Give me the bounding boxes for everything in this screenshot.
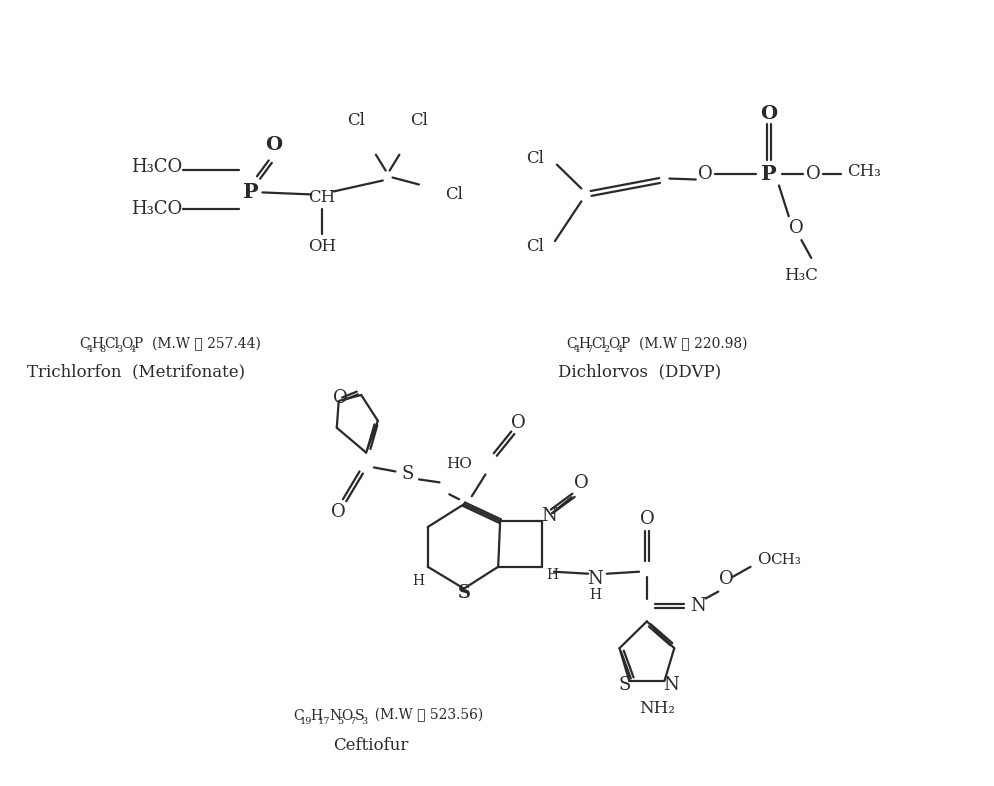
Text: O: O: [342, 709, 353, 722]
Text: Dichlorvos  (DDVP): Dichlorvos (DDVP): [559, 364, 722, 380]
Text: O: O: [265, 136, 282, 154]
Text: O: O: [789, 219, 804, 237]
Text: O: O: [806, 164, 821, 182]
Text: P: P: [761, 163, 777, 184]
Text: 2: 2: [603, 345, 610, 354]
Text: P  (M.W ： 220.98): P (M.W ： 220.98): [621, 337, 747, 351]
Text: S: S: [457, 583, 470, 601]
Text: Cl: Cl: [445, 186, 463, 203]
Text: N: N: [587, 570, 603, 588]
Text: H: H: [91, 337, 103, 351]
Text: CH: CH: [308, 189, 336, 206]
Text: S: S: [618, 676, 630, 694]
Text: CH₃: CH₃: [770, 553, 801, 567]
Text: Cl: Cl: [410, 112, 427, 130]
Text: Cl: Cl: [591, 337, 606, 351]
Text: O: O: [608, 337, 620, 351]
Text: H₃CO: H₃CO: [131, 158, 183, 175]
Text: O: O: [511, 413, 526, 432]
Text: O: O: [760, 105, 777, 123]
Text: 3: 3: [361, 717, 368, 725]
Text: H: H: [412, 574, 424, 588]
Text: 5: 5: [337, 717, 343, 725]
Text: P  (M.W ： 257.44): P (M.W ： 257.44): [134, 337, 261, 351]
Text: Cl: Cl: [527, 237, 545, 255]
Text: Cl: Cl: [347, 112, 365, 130]
Text: OH: OH: [308, 237, 336, 255]
Text: H: H: [579, 337, 590, 351]
Text: 7: 7: [586, 345, 592, 354]
Text: 4: 4: [616, 345, 623, 354]
Text: Ceftiofur: Ceftiofur: [333, 737, 409, 754]
Text: CH₃: CH₃: [847, 163, 881, 180]
Text: 7: 7: [350, 717, 356, 725]
Text: O: O: [121, 337, 133, 351]
Text: O: O: [333, 389, 348, 407]
Text: S: S: [401, 465, 414, 483]
Text: 3: 3: [116, 345, 123, 354]
Text: O: O: [574, 475, 588, 492]
Text: (M.W ： 523.56): (M.W ： 523.56): [366, 708, 483, 722]
Text: 4: 4: [129, 345, 135, 354]
Text: 4: 4: [86, 345, 92, 354]
Text: O: O: [698, 164, 713, 182]
Text: HO: HO: [446, 457, 472, 472]
Text: Cl: Cl: [527, 150, 545, 167]
Text: H: H: [589, 588, 601, 601]
Text: C: C: [293, 709, 303, 722]
Text: H: H: [546, 567, 558, 582]
Text: 17: 17: [318, 717, 331, 725]
Text: N: N: [329, 709, 341, 722]
Text: N: N: [541, 507, 557, 525]
Text: O: O: [757, 551, 771, 568]
Text: O: O: [639, 510, 654, 528]
Text: C: C: [567, 337, 578, 351]
Text: P: P: [243, 182, 258, 203]
Text: O: O: [331, 503, 346, 521]
Text: 4: 4: [574, 345, 580, 354]
Text: Cl: Cl: [104, 337, 119, 351]
Text: 8: 8: [99, 345, 105, 354]
Text: H₃C: H₃C: [784, 267, 818, 285]
Text: S: S: [355, 709, 364, 722]
Text: N: N: [663, 676, 679, 694]
Text: N: N: [690, 597, 706, 615]
Text: H: H: [310, 709, 322, 722]
Text: O: O: [719, 570, 734, 588]
Text: Trichlorfon  (Metrifonate): Trichlorfon (Metrifonate): [27, 364, 246, 380]
Text: NH₂: NH₂: [639, 700, 675, 718]
Text: H₃CO: H₃CO: [131, 200, 183, 219]
Text: C: C: [80, 337, 90, 351]
Text: 19: 19: [299, 717, 312, 725]
